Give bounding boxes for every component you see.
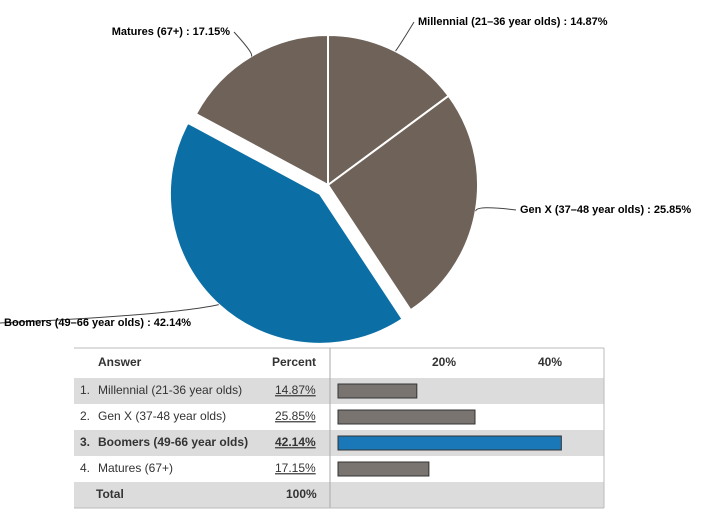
row-answer: Matures (67+) bbox=[98, 461, 173, 475]
x-tick-label: 40% bbox=[538, 355, 562, 369]
row-answer: Millennial (21-36 year olds) bbox=[98, 383, 242, 397]
pie-slice bbox=[168, 121, 404, 345]
header-percent: Percent bbox=[272, 355, 316, 369]
row-percent: 17.15% bbox=[275, 461, 316, 475]
row-number: 3. bbox=[80, 435, 90, 449]
row-answer: Boomers (49-66 year olds) bbox=[98, 435, 248, 449]
row-number: 1. bbox=[80, 383, 90, 397]
leader-line bbox=[0, 304, 219, 324]
header-answer: Answer bbox=[98, 355, 142, 369]
row-percent: 14.87% bbox=[275, 383, 316, 397]
bar bbox=[337, 461, 430, 477]
pie-label: Boomers (49–66 year olds) : 42.14% bbox=[4, 317, 191, 329]
row-percent: 25.85% bbox=[275, 409, 316, 423]
bar bbox=[337, 383, 418, 399]
bar bbox=[337, 435, 562, 451]
leader-line bbox=[233, 31, 253, 57]
pie-slice bbox=[327, 33, 451, 187]
row-percent: 42.14% bbox=[275, 435, 316, 449]
leader-line bbox=[475, 207, 517, 212]
pie-slice bbox=[194, 33, 329, 187]
row-number: 2. bbox=[80, 409, 90, 423]
total-bg bbox=[74, 482, 604, 508]
table-header-bg bbox=[74, 348, 604, 378]
x-tick-label: 20% bbox=[432, 355, 456, 369]
total-label: Total bbox=[96, 487, 124, 501]
pie-label: Matures (67+) : 17.15% bbox=[112, 26, 231, 38]
row-number: 4. bbox=[80, 461, 90, 475]
bar bbox=[337, 409, 476, 425]
row-answer: Gen X (37-48 year olds) bbox=[98, 409, 226, 423]
total-value: 100% bbox=[286, 487, 317, 501]
leader-line bbox=[395, 21, 415, 52]
pie-label: Millennial (21–36 year olds) : 14.87% bbox=[418, 16, 608, 28]
pie-slice bbox=[326, 94, 479, 312]
pie-label: Gen X (37–48 year olds) : 25.85% bbox=[520, 204, 691, 216]
